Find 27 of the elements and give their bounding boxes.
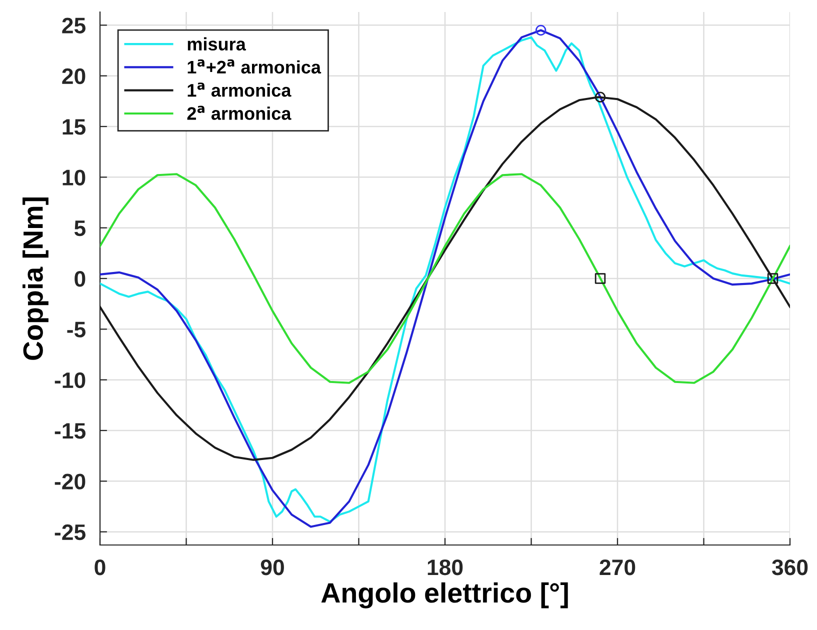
y-tick-label: 25 xyxy=(62,18,86,34)
point xyxy=(767,273,778,284)
legend-label: 2$^{a}$ armonica xyxy=(187,106,292,120)
y-tick-label: -5 xyxy=(67,322,86,338)
y-tick-label: 20 xyxy=(62,68,86,84)
y-tick-label: 0 xyxy=(74,271,86,287)
point xyxy=(594,273,606,284)
y-axis-title: Coppia [Nm] xyxy=(22,198,48,360)
x-tick-label: 90 xyxy=(260,559,284,576)
legend-label: 1$^{a}$ armonica xyxy=(188,82,292,97)
x-tick-label: 0 xyxy=(94,559,106,576)
y-tick-label: 15 xyxy=(62,119,86,135)
point xyxy=(535,24,546,36)
legend-label: 1$^{a}$+2$^{a}$ armonica xyxy=(188,59,322,74)
y-tick-label: -25 xyxy=(54,524,86,540)
y-tick-label: -10 xyxy=(54,372,86,388)
y-tick-label: -15 xyxy=(54,423,86,439)
y-tick-label: 5 xyxy=(74,220,86,236)
y-tick-label: 10 xyxy=(62,170,86,186)
x-tick-label: 270 xyxy=(600,559,636,576)
x-tick-label: 180 xyxy=(428,559,463,576)
point xyxy=(594,92,606,102)
x-axis-title: Angolo elettrico [°] xyxy=(321,582,568,608)
legend-label: misura xyxy=(188,37,246,51)
line-series xyxy=(100,173,790,384)
x-tick-label: 360 xyxy=(772,559,808,576)
y-tick-label: -20 xyxy=(54,474,86,490)
